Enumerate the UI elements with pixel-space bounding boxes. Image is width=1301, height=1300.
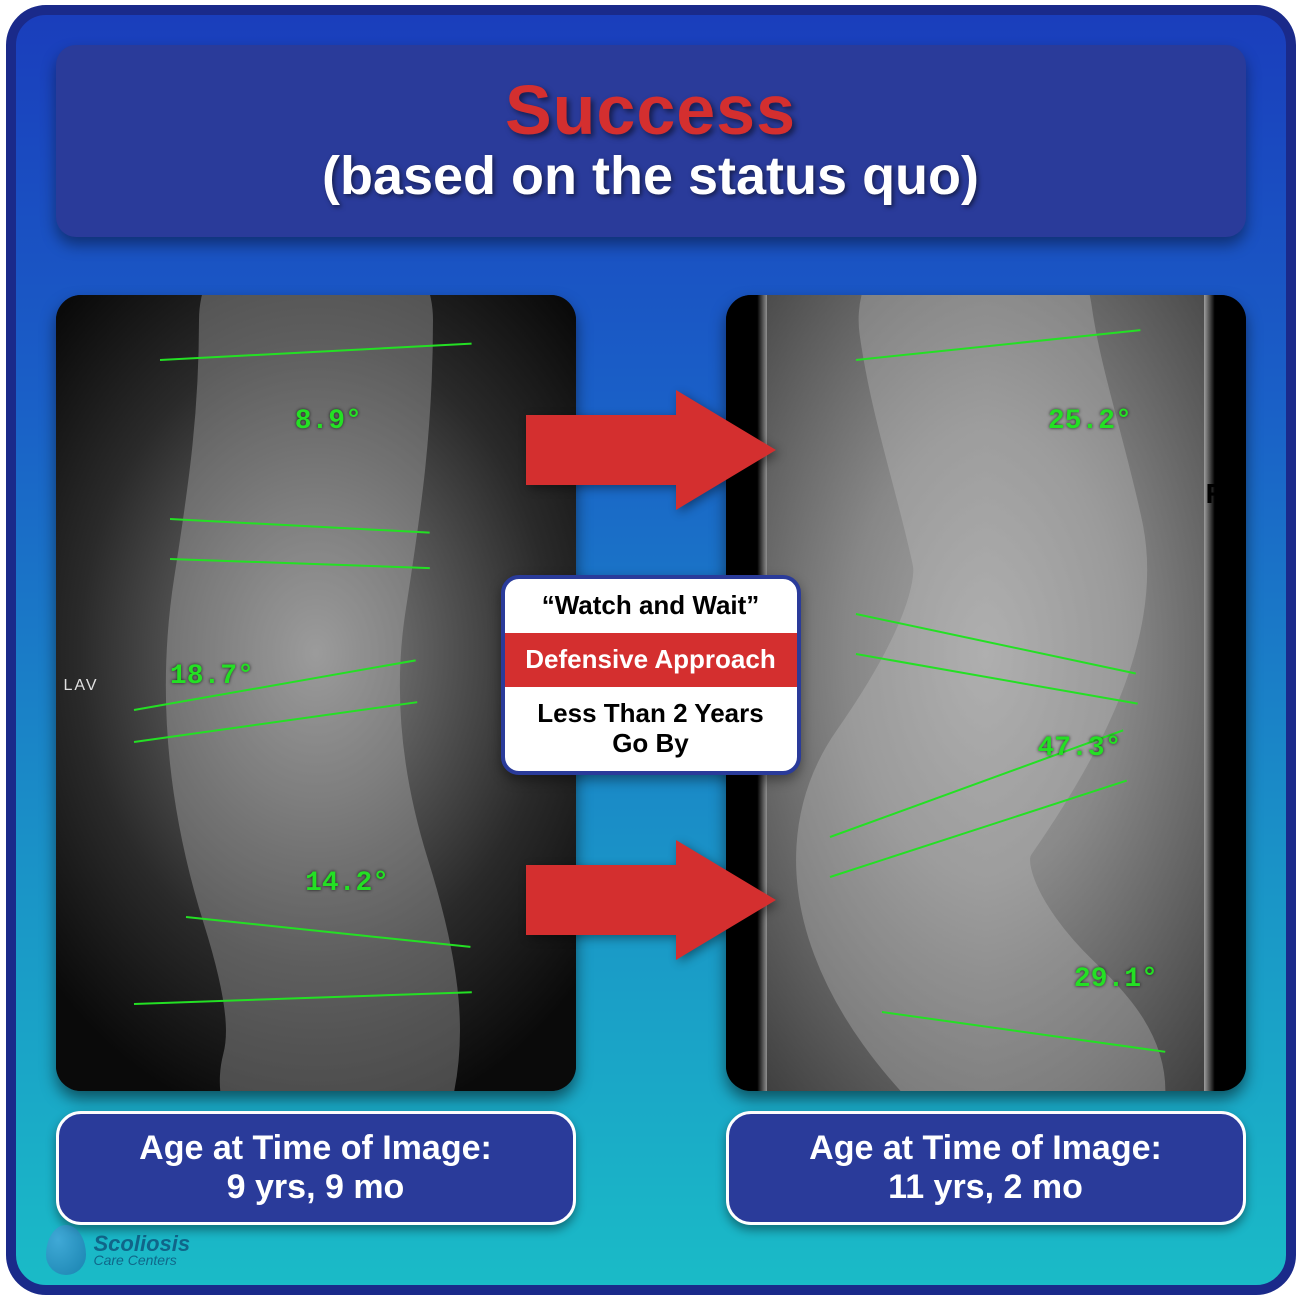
arrow-icon <box>516 385 786 515</box>
angle-label: 29.1° <box>1074 964 1158 995</box>
angle-label: 25.2° <box>1048 406 1132 437</box>
age-line1: Age at Time of Image: <box>749 1129 1223 1168</box>
right-age-box: Age at Time of Image: 11 yrs, 2 mo <box>726 1111 1246 1225</box>
content-row: LAV 8.9° 18.7° 14.2° Age at Time of Imag… <box>56 295 1246 1225</box>
info-row-2: Defensive Approach <box>505 633 797 687</box>
info-row-3: Less Than 2 Years Go By <box>505 687 797 771</box>
main-frame: Success (based on the status quo) LAV 8.… <box>6 5 1296 1295</box>
lav-marker: LAV <box>64 677 99 695</box>
angle-label: 47.3° <box>1038 733 1122 764</box>
logo-text: Scoliosis Care Centers <box>94 1234 191 1266</box>
title-box: Success (based on the status quo) <box>56 45 1246 237</box>
angle-label: 8.9° <box>295 406 362 437</box>
age-line2: 9 yrs, 9 mo <box>79 1168 553 1207</box>
info-row-1: “Watch and Wait” <box>505 579 797 633</box>
logo: Scoliosis Care Centers <box>46 1225 191 1275</box>
age-line2: 11 yrs, 2 mo <box>749 1168 1223 1207</box>
logo-icon <box>46 1225 86 1275</box>
left-age-box: Age at Time of Image: 9 yrs, 9 mo <box>56 1111 576 1225</box>
info-box: “Watch and Wait” Defensive Approach Less… <box>501 575 801 775</box>
arrow-icon <box>516 835 786 965</box>
title-subtitle: (based on the status quo) <box>76 145 1226 207</box>
middle-column: “Watch and Wait” Defensive Approach Less… <box>486 295 816 1085</box>
angle-label: 14.2° <box>305 868 389 899</box>
angle-label: 18.7° <box>170 661 254 692</box>
info-row-3-line1: Less Than 2 Years <box>515 699 787 729</box>
age-line1: Age at Time of Image: <box>79 1129 553 1168</box>
rt-marker: Rt <box>1206 478 1236 510</box>
title-main: Success <box>76 70 1226 150</box>
logo-sub: Care Centers <box>94 1254 191 1267</box>
info-row-3-line2: Go By <box>515 729 787 759</box>
